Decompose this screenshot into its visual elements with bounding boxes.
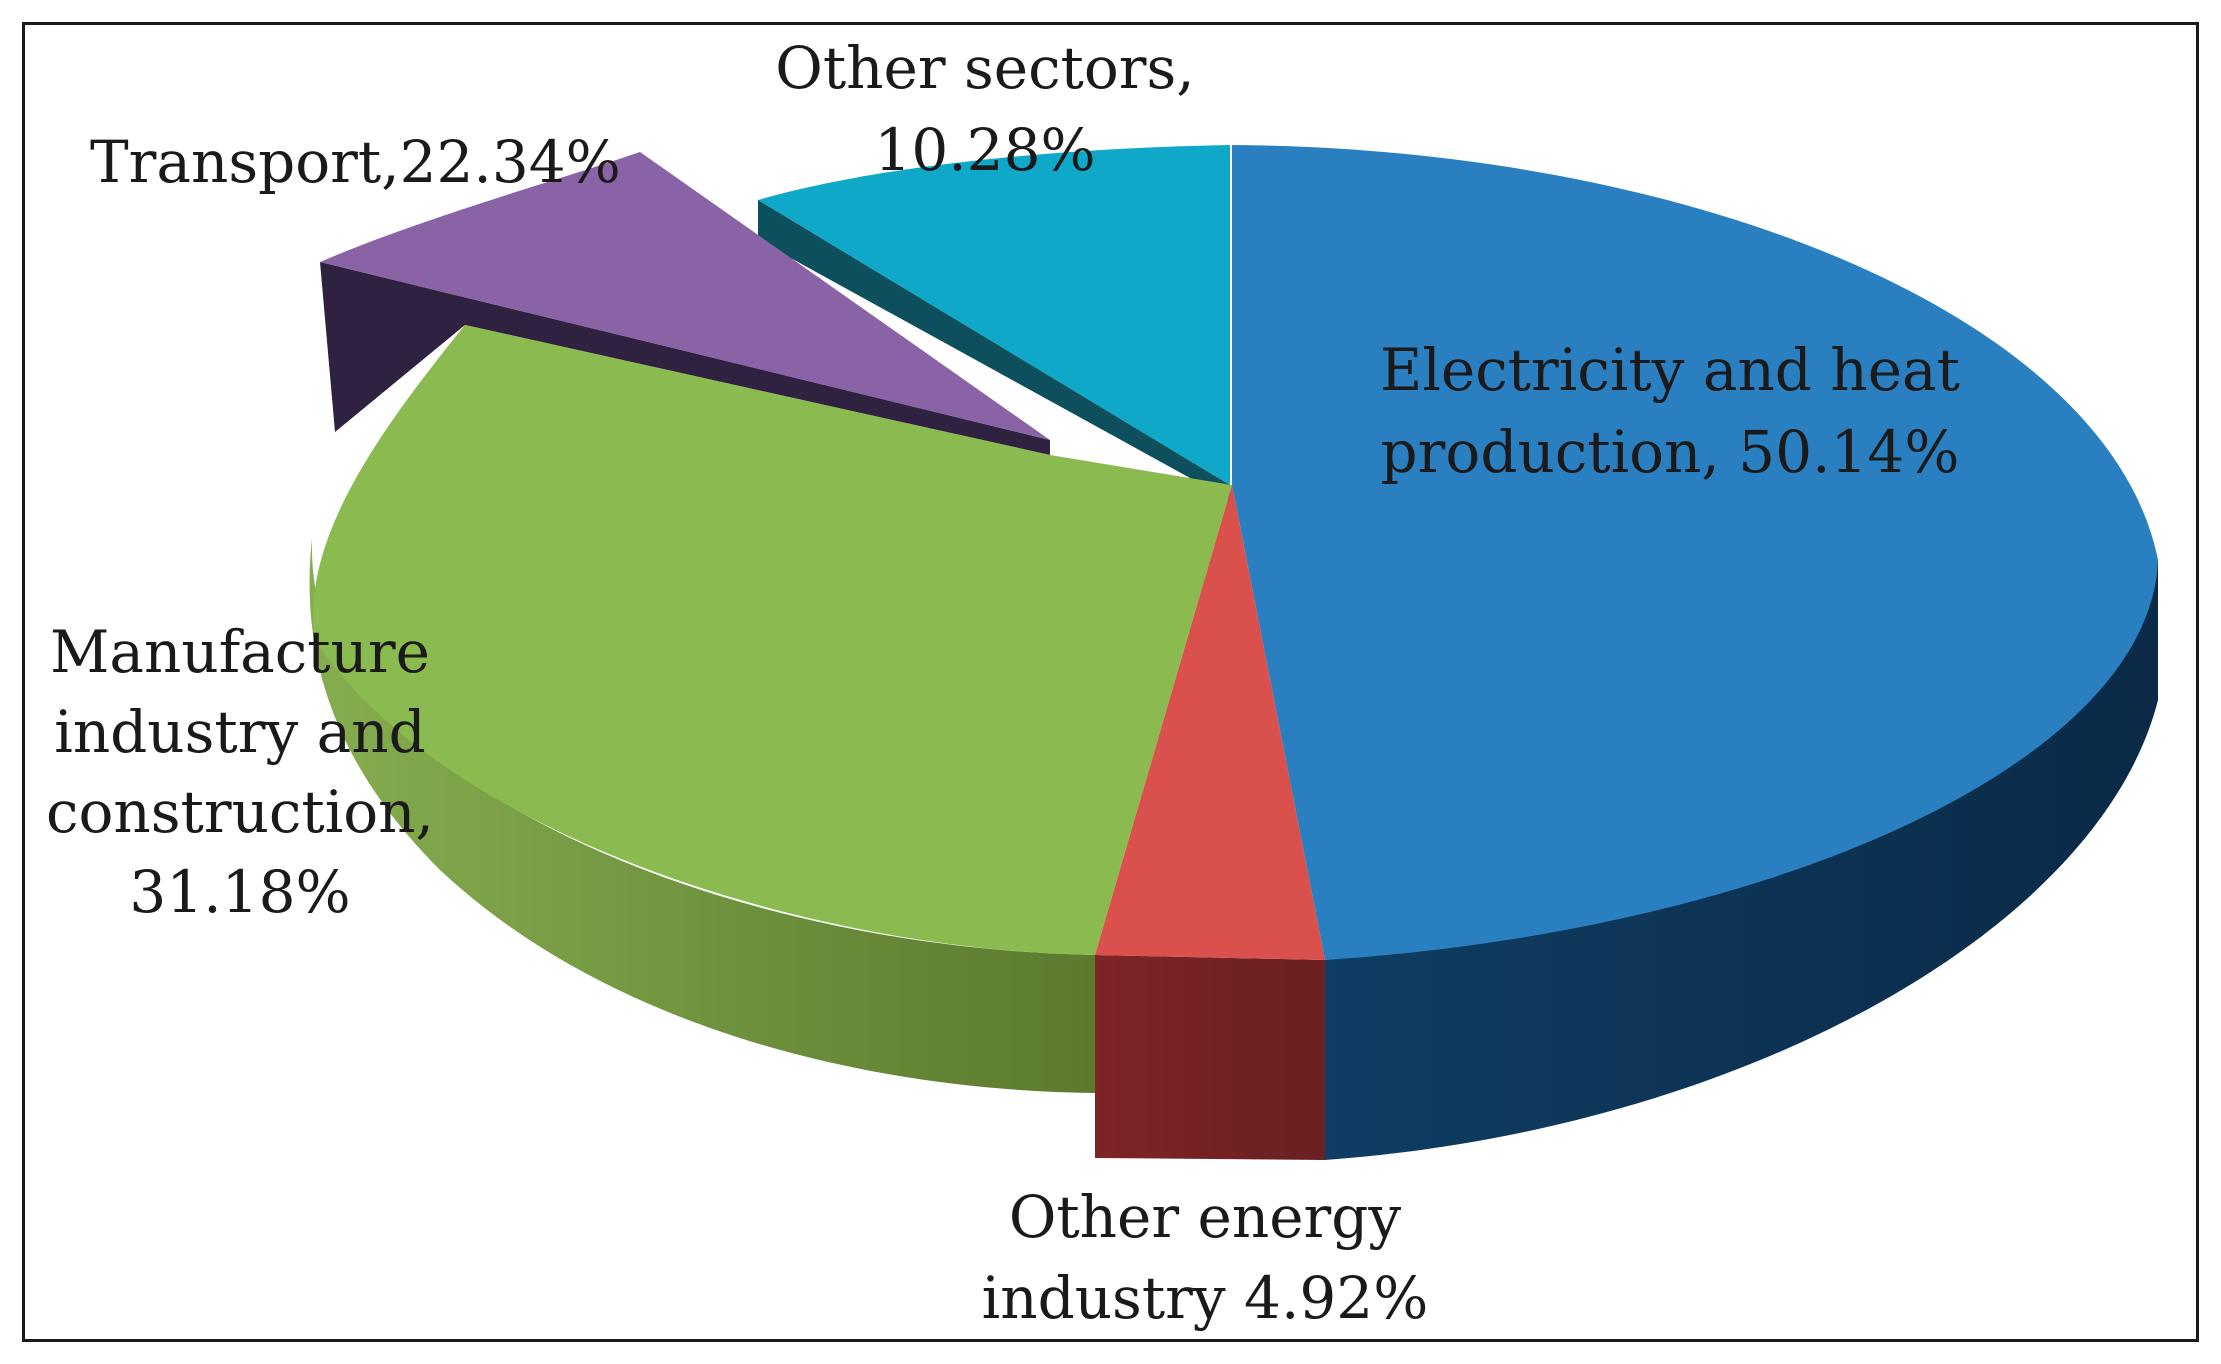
slice-side-manufacture	[309, 538, 1096, 1093]
label-electricity-line-2: production, 50.14%	[1381, 418, 1960, 486]
label-other-sectors-line-1: Other sectors,	[775, 34, 1194, 102]
label-transport: Transport,22.34%	[90, 128, 621, 196]
slice-side-other-sectors	[758, 200, 1230, 500]
label-other-energy: Other energy industry 4.92%	[982, 1183, 1429, 1332]
label-electricity: Electricity and heat production, 50.14%	[1380, 336, 1960, 486]
label-manufacture-line-3: construction,	[46, 778, 434, 846]
label-other-sectors-line-2: 10.28%	[874, 116, 1095, 184]
label-transport-line-1: Transport,22.34%	[90, 128, 621, 196]
slice-other-energy	[1095, 485, 1325, 960]
slice-transport	[320, 152, 1050, 440]
slice-side-other-energy	[1095, 955, 1325, 1160]
label-electricity-line-1: Electricity and heat	[1380, 336, 1960, 404]
label-manufacture: Manufacture industry and construction, 3…	[46, 618, 434, 926]
label-other-energy-line-1: Other energy	[1009, 1183, 1402, 1251]
label-manufacture-line-2: industry and	[54, 698, 425, 766]
slice-other-sectors	[758, 145, 1230, 485]
slice-manufacture	[313, 325, 1232, 955]
slice-side-transport	[320, 262, 1050, 455]
label-manufacture-line-1: Manufacture	[50, 618, 430, 686]
label-other-sectors: Other sectors, 10.28%	[775, 34, 1194, 184]
slice-electricity	[1232, 145, 2158, 960]
slice-side-electricity	[1325, 560, 2158, 1160]
label-other-energy-line-2: industry 4.92%	[982, 1264, 1429, 1332]
label-manufacture-line-4: 31.18%	[129, 858, 350, 926]
